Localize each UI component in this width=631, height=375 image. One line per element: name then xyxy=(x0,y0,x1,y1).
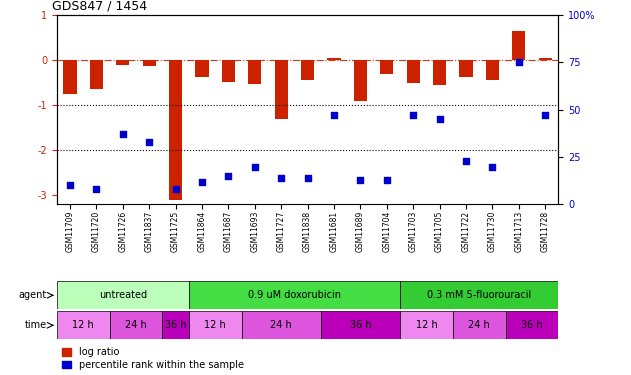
Bar xyxy=(505,311,558,339)
Bar xyxy=(116,60,129,64)
Bar xyxy=(57,311,110,339)
Bar xyxy=(433,60,446,85)
Point xyxy=(91,186,102,192)
Text: 24 h: 24 h xyxy=(125,320,147,330)
Bar xyxy=(248,60,261,84)
Text: 12 h: 12 h xyxy=(73,320,94,330)
Bar xyxy=(169,60,182,200)
Text: 36 h: 36 h xyxy=(165,320,186,330)
Point xyxy=(382,177,392,183)
Point xyxy=(197,178,207,184)
Point xyxy=(540,112,550,118)
Text: 12 h: 12 h xyxy=(416,320,437,330)
Point xyxy=(144,139,154,145)
Point xyxy=(303,175,313,181)
Bar xyxy=(453,311,505,339)
Point xyxy=(223,173,233,179)
Text: 24 h: 24 h xyxy=(270,320,292,330)
Bar xyxy=(90,60,103,89)
Bar xyxy=(222,60,235,82)
Point xyxy=(408,112,418,118)
Bar xyxy=(57,281,189,309)
Text: 12 h: 12 h xyxy=(204,320,226,330)
Bar xyxy=(400,311,453,339)
Point xyxy=(276,175,286,181)
Bar xyxy=(110,311,162,339)
Bar xyxy=(196,60,209,77)
Bar xyxy=(189,311,242,339)
Point xyxy=(170,186,180,192)
Bar xyxy=(321,311,400,339)
Point xyxy=(435,116,445,122)
Bar xyxy=(512,31,526,60)
Bar xyxy=(327,58,341,60)
Text: 36 h: 36 h xyxy=(521,320,543,330)
Bar xyxy=(354,60,367,100)
Bar xyxy=(63,60,76,94)
Text: agent: agent xyxy=(18,290,47,300)
Text: time: time xyxy=(25,320,47,330)
Point xyxy=(250,164,260,170)
Point xyxy=(461,158,471,164)
Point xyxy=(355,177,365,183)
Point xyxy=(487,164,497,170)
Bar xyxy=(459,60,473,77)
Bar xyxy=(143,60,156,66)
Point xyxy=(65,183,75,189)
Bar xyxy=(406,60,420,82)
Text: 24 h: 24 h xyxy=(468,320,490,330)
Bar xyxy=(301,60,314,80)
Bar xyxy=(162,311,189,339)
Bar xyxy=(274,60,288,119)
Text: 0.9 uM doxorubicin: 0.9 uM doxorubicin xyxy=(248,290,341,300)
Bar xyxy=(242,311,321,339)
Legend: log ratio, percentile rank within the sample: log ratio, percentile rank within the sa… xyxy=(62,347,244,370)
Bar xyxy=(539,58,552,60)
Bar xyxy=(380,60,393,74)
Point xyxy=(118,131,128,137)
Text: 0.3 mM 5-fluorouracil: 0.3 mM 5-fluorouracil xyxy=(427,290,531,300)
Bar xyxy=(189,281,400,309)
Text: untreated: untreated xyxy=(98,290,147,300)
Text: 36 h: 36 h xyxy=(350,320,371,330)
Text: GDS847 / 1454: GDS847 / 1454 xyxy=(52,0,147,12)
Bar xyxy=(486,60,499,80)
Point xyxy=(329,112,339,118)
Bar xyxy=(400,281,558,309)
Point xyxy=(514,59,524,65)
